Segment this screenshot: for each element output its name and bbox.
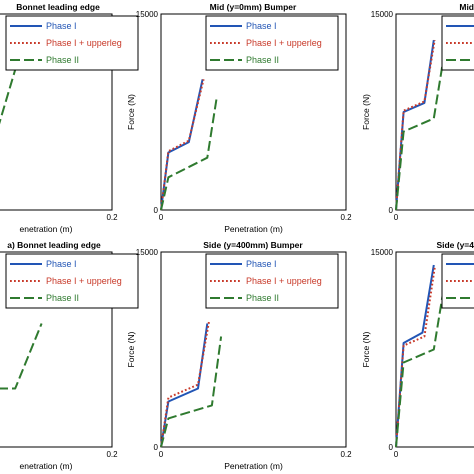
series-line-3 xyxy=(0,323,43,390)
series-line-2 xyxy=(160,320,211,448)
x-axis-label: enetration (m) xyxy=(20,224,73,234)
legend-entry: Phase I xyxy=(46,259,77,269)
legend-entry: Phase I xyxy=(246,259,277,269)
chart-title: Side (y=4 xyxy=(436,240,474,250)
legend: Phase I Phase I + upperleg Phase II xyxy=(5,15,139,71)
y-tick-label: 0 xyxy=(154,206,159,215)
series-line-2 xyxy=(160,79,205,211)
legend: Phase I Phase I + upperleg Phase II xyxy=(205,253,339,309)
series-line-2 xyxy=(395,39,436,211)
legend-entry: Phase I + upperleg xyxy=(46,38,122,48)
series-line-1 xyxy=(160,323,209,448)
chart-title: a) Bonnet leading edge xyxy=(7,240,101,250)
series-line-2 xyxy=(395,267,436,448)
x-tick-label: 0 xyxy=(394,450,399,459)
series-line-3 xyxy=(395,59,445,211)
y-tick-label: 0 xyxy=(389,443,394,452)
legend-entry: Phase II xyxy=(46,293,79,303)
legend-entry: Phase II xyxy=(246,55,279,65)
legend-entry: Phase II xyxy=(46,55,79,65)
y-axis-label: Force (N) xyxy=(126,331,136,367)
x-tick-label: 0.2 xyxy=(340,213,352,222)
legend-entry: Phase I + upperleg xyxy=(46,276,122,286)
plot-frame xyxy=(395,251,474,448)
y-tick-label: 15000 xyxy=(136,248,159,257)
legend: Phase I Phase I + upperleg Phase II xyxy=(205,15,339,71)
series-line-3 xyxy=(160,98,218,211)
legend-entry: Phase II xyxy=(246,293,279,303)
x-axis-label: Penetration (m) xyxy=(224,224,283,234)
y-tick-label: 15000 xyxy=(371,10,394,19)
legend-entry: Phase I xyxy=(246,21,277,31)
x-axis-label: Penetration (m) xyxy=(224,461,283,471)
x-axis-label: enetration (m) xyxy=(20,461,73,471)
series-line-3 xyxy=(160,336,223,448)
x-tick-label: 0.2 xyxy=(106,450,118,459)
x-tick-label: 0 xyxy=(159,213,164,222)
plot-frame xyxy=(0,251,113,448)
plot-frame xyxy=(160,13,347,211)
y-axis-label: Force (N) xyxy=(126,94,136,130)
x-tick-label: 0.2 xyxy=(340,450,352,459)
subplot-5: Side (y=400mm) Bumper 0 15000 0 0.2 Penetrati… xyxy=(126,240,352,471)
y-tick-label: 0 xyxy=(389,206,394,215)
subplot-1: Bonnet leading edge 0.2 enetration (m) Phas… xyxy=(0,2,139,234)
y-tick-label: 15000 xyxy=(371,248,394,257)
y-tick-label: 0 xyxy=(154,443,159,452)
legend-entry: Phase I + upperleg xyxy=(246,276,322,286)
x-tick-label: 0 xyxy=(159,450,164,459)
plot-frame xyxy=(0,13,113,211)
chart-title: Mid xyxy=(459,2,474,12)
y-tick-label: 15000 xyxy=(136,10,159,19)
series-line-3 xyxy=(395,290,445,448)
subplot-2: Mid (y=0mm) Bumper 0 15000 0 0.2 Penetration … xyxy=(126,2,352,234)
legend-entry: Phase I + upperleg xyxy=(246,38,322,48)
x-tick-label: 0 xyxy=(394,213,399,222)
series-line-1 xyxy=(160,79,204,211)
y-axis-label: Force (N) xyxy=(361,331,371,367)
chart-title: Bonnet leading edge xyxy=(16,2,100,12)
series-line-1 xyxy=(395,264,435,448)
y-axis-label: Force (N) xyxy=(361,94,371,130)
chart-title: Mid (y=0mm) Bumper xyxy=(210,2,297,12)
plot-frame xyxy=(160,251,347,448)
legend: Phase I Phase I + upperleg Phase II xyxy=(5,253,139,309)
legend-entry: Phase I xyxy=(46,21,77,31)
subplot-4: a) Bonnet leading edge 0.2 enetration (m) P… xyxy=(0,240,139,471)
plot-frame xyxy=(395,13,474,211)
x-tick-label: 0.2 xyxy=(106,213,118,222)
chart-title: Side (y=400mm) Bumper xyxy=(203,240,303,250)
